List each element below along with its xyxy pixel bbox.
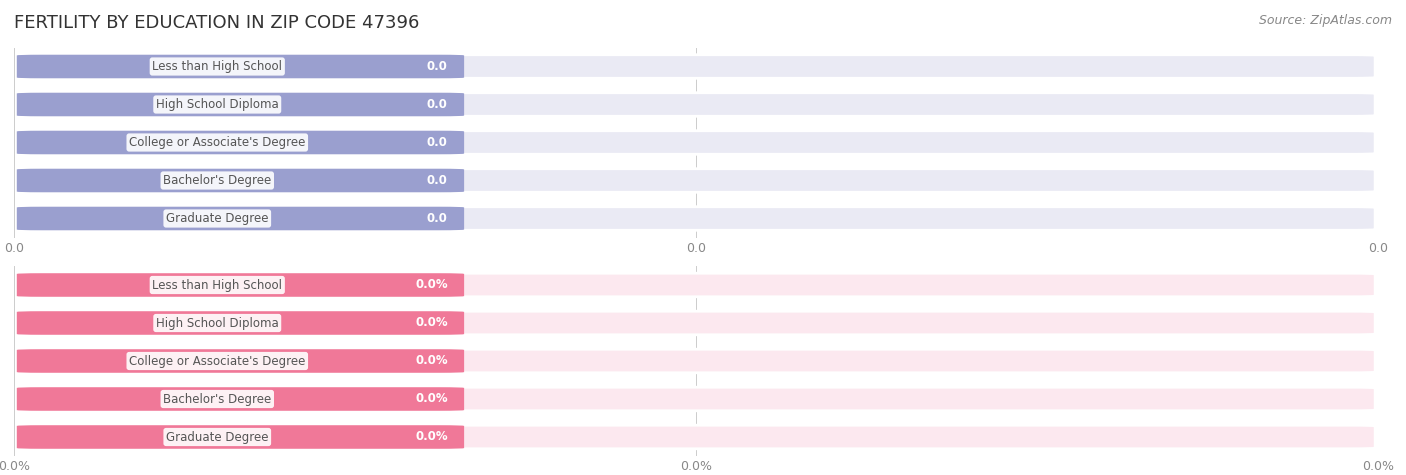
Text: Less than High School: Less than High School — [152, 278, 283, 292]
FancyBboxPatch shape — [17, 131, 1375, 154]
Text: High School Diploma: High School Diploma — [156, 316, 278, 330]
Text: Less than High School: Less than High School — [152, 60, 283, 73]
FancyBboxPatch shape — [17, 169, 1375, 192]
Text: Bachelor's Degree: Bachelor's Degree — [163, 174, 271, 187]
Text: 0.0%: 0.0% — [415, 316, 447, 330]
Text: 0.0: 0.0 — [427, 98, 447, 111]
FancyBboxPatch shape — [17, 425, 1375, 449]
Text: 0.0%: 0.0% — [415, 278, 447, 292]
Text: 0.0: 0.0 — [427, 60, 447, 73]
FancyBboxPatch shape — [17, 207, 1375, 230]
FancyBboxPatch shape — [17, 273, 1375, 297]
Text: FERTILITY BY EDUCATION IN ZIP CODE 47396: FERTILITY BY EDUCATION IN ZIP CODE 47396 — [14, 14, 419, 32]
Text: Graduate Degree: Graduate Degree — [166, 212, 269, 225]
FancyBboxPatch shape — [17, 311, 464, 335]
FancyBboxPatch shape — [17, 349, 1375, 373]
Text: 0.0%: 0.0% — [415, 354, 447, 368]
Text: 0.0%: 0.0% — [415, 392, 447, 406]
FancyBboxPatch shape — [17, 387, 1375, 411]
FancyBboxPatch shape — [17, 273, 464, 297]
Text: High School Diploma: High School Diploma — [156, 98, 278, 111]
Text: College or Associate's Degree: College or Associate's Degree — [129, 136, 305, 149]
FancyBboxPatch shape — [17, 55, 464, 78]
FancyBboxPatch shape — [17, 207, 464, 230]
Text: 0.0: 0.0 — [427, 136, 447, 149]
FancyBboxPatch shape — [17, 131, 464, 154]
Text: College or Associate's Degree: College or Associate's Degree — [129, 354, 305, 368]
Text: Bachelor's Degree: Bachelor's Degree — [163, 392, 271, 406]
FancyBboxPatch shape — [17, 169, 464, 192]
Text: Graduate Degree: Graduate Degree — [166, 430, 269, 444]
Text: 0.0: 0.0 — [427, 212, 447, 225]
Text: 0.0%: 0.0% — [415, 430, 447, 444]
FancyBboxPatch shape — [17, 93, 1375, 116]
FancyBboxPatch shape — [17, 311, 1375, 335]
Text: Source: ZipAtlas.com: Source: ZipAtlas.com — [1258, 14, 1392, 27]
FancyBboxPatch shape — [17, 387, 464, 411]
Text: 0.0: 0.0 — [427, 174, 447, 187]
FancyBboxPatch shape — [17, 55, 1375, 78]
FancyBboxPatch shape — [17, 93, 464, 116]
FancyBboxPatch shape — [17, 349, 464, 373]
FancyBboxPatch shape — [17, 425, 464, 449]
